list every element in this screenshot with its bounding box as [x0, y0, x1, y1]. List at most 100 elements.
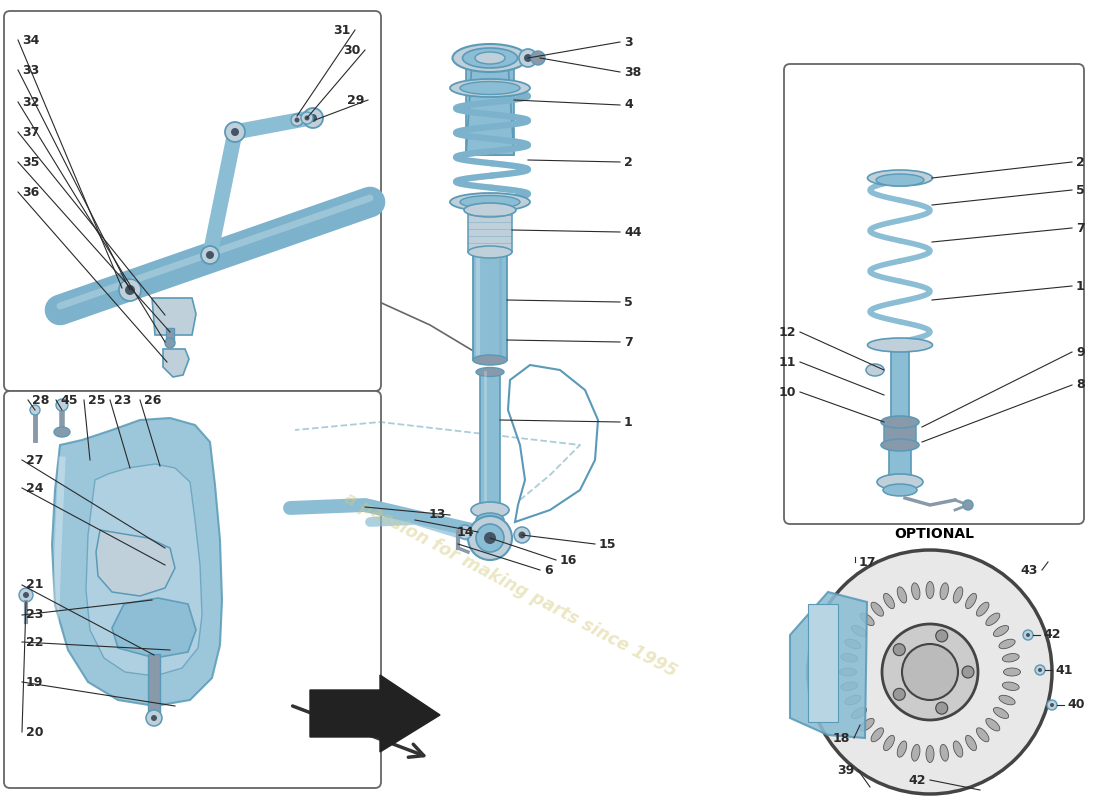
Text: 28: 28: [32, 394, 50, 406]
Circle shape: [1047, 700, 1057, 710]
Polygon shape: [86, 464, 202, 676]
Text: 1: 1: [1076, 279, 1085, 293]
Circle shape: [484, 532, 496, 544]
Ellipse shape: [476, 367, 504, 377]
Ellipse shape: [851, 626, 867, 637]
Text: 26: 26: [144, 394, 162, 406]
Text: 33: 33: [22, 63, 40, 77]
Ellipse shape: [54, 427, 70, 437]
Ellipse shape: [468, 246, 512, 258]
Circle shape: [962, 666, 974, 678]
Bar: [480, 372, 501, 505]
Polygon shape: [152, 298, 196, 335]
Text: 13: 13: [429, 509, 446, 522]
Text: 25: 25: [88, 394, 106, 406]
Polygon shape: [790, 592, 867, 738]
Ellipse shape: [999, 639, 1015, 649]
Circle shape: [1035, 665, 1045, 675]
Text: a passion for making parts since 1995: a passion for making parts since 1995: [341, 490, 680, 681]
Text: 43: 43: [1021, 563, 1038, 577]
Circle shape: [292, 114, 302, 126]
Ellipse shape: [977, 728, 989, 742]
Circle shape: [226, 122, 245, 142]
Circle shape: [893, 688, 905, 700]
Circle shape: [165, 338, 175, 348]
Ellipse shape: [883, 484, 917, 496]
Circle shape: [458, 525, 472, 539]
Bar: [884, 420, 916, 445]
Text: 45: 45: [60, 394, 77, 406]
Text: 23: 23: [114, 394, 131, 406]
Circle shape: [524, 54, 532, 62]
Ellipse shape: [881, 416, 918, 428]
Text: 2: 2: [1076, 155, 1085, 169]
Text: 21: 21: [26, 578, 44, 591]
Circle shape: [30, 405, 40, 415]
Text: 18: 18: [833, 731, 850, 745]
Circle shape: [231, 128, 239, 136]
Ellipse shape: [986, 718, 1000, 731]
Ellipse shape: [898, 587, 906, 603]
Circle shape: [808, 550, 1052, 794]
Ellipse shape: [471, 502, 509, 518]
Ellipse shape: [450, 79, 530, 97]
Bar: [166, 328, 174, 342]
Ellipse shape: [966, 594, 977, 609]
Polygon shape: [466, 62, 514, 155]
Circle shape: [151, 715, 157, 721]
Text: 15: 15: [600, 538, 616, 550]
Circle shape: [1050, 703, 1054, 707]
Circle shape: [305, 115, 309, 121]
Ellipse shape: [926, 746, 934, 762]
Circle shape: [201, 246, 219, 264]
Ellipse shape: [840, 654, 858, 662]
Ellipse shape: [986, 613, 1000, 626]
Polygon shape: [310, 675, 440, 752]
Text: 35: 35: [22, 155, 40, 169]
Text: 44: 44: [624, 226, 641, 238]
Ellipse shape: [940, 744, 948, 761]
Circle shape: [125, 285, 135, 295]
Ellipse shape: [840, 682, 858, 690]
Text: 12: 12: [779, 326, 796, 338]
Ellipse shape: [871, 728, 883, 742]
Circle shape: [468, 516, 512, 560]
Ellipse shape: [993, 626, 1009, 637]
Circle shape: [531, 51, 544, 65]
Ellipse shape: [851, 707, 867, 718]
Text: 38: 38: [624, 66, 641, 78]
Polygon shape: [96, 530, 175, 596]
Circle shape: [902, 644, 958, 700]
Circle shape: [309, 114, 317, 122]
Text: 8: 8: [1076, 378, 1085, 391]
Text: 22: 22: [26, 635, 44, 649]
Ellipse shape: [954, 741, 962, 757]
Ellipse shape: [993, 707, 1009, 718]
Text: 3: 3: [624, 35, 632, 49]
Bar: [148, 654, 159, 714]
Circle shape: [302, 108, 323, 128]
Ellipse shape: [1002, 654, 1020, 662]
Ellipse shape: [883, 594, 894, 609]
Text: 29: 29: [346, 94, 364, 106]
Circle shape: [119, 279, 141, 301]
Bar: [808, 604, 838, 722]
Ellipse shape: [460, 82, 520, 94]
Ellipse shape: [912, 744, 920, 761]
Circle shape: [1023, 630, 1033, 640]
Circle shape: [206, 251, 214, 259]
Text: 16: 16: [560, 554, 578, 566]
Text: 40: 40: [1067, 698, 1085, 711]
Ellipse shape: [877, 474, 923, 490]
Bar: [473, 252, 507, 360]
Ellipse shape: [845, 639, 861, 649]
Text: 39: 39: [837, 763, 854, 777]
Text: 10: 10: [779, 386, 796, 398]
FancyBboxPatch shape: [4, 11, 381, 391]
Circle shape: [56, 399, 68, 411]
Text: 23: 23: [26, 609, 43, 622]
Circle shape: [519, 49, 537, 67]
Text: 24: 24: [26, 482, 44, 494]
Ellipse shape: [883, 735, 894, 750]
Text: 4: 4: [624, 98, 632, 111]
